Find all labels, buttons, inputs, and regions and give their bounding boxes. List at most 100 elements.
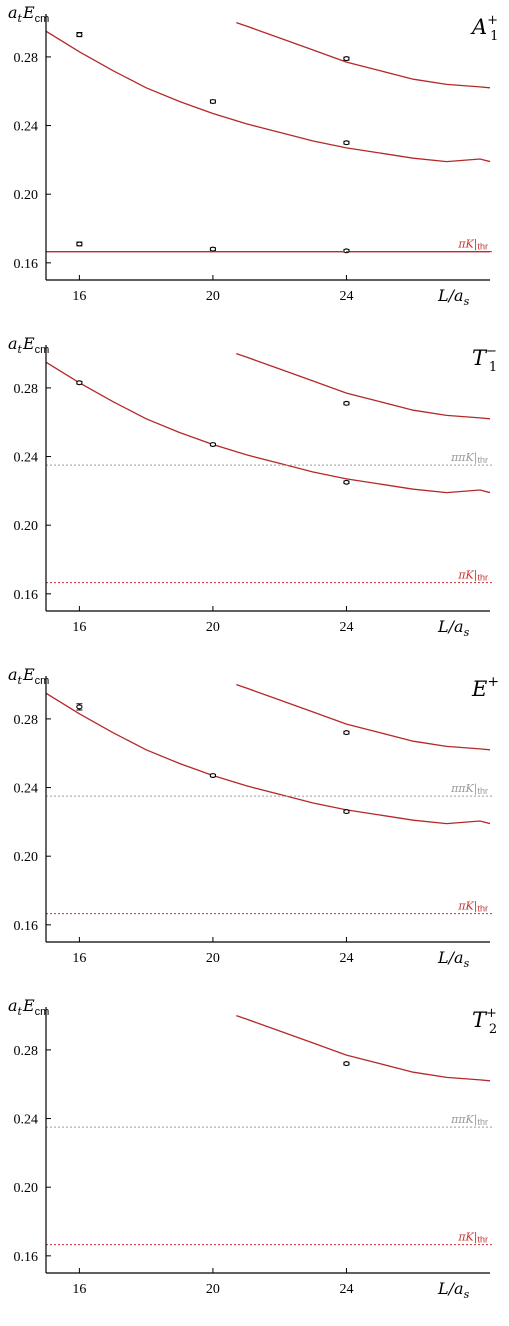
xlabel-sub: s [464,626,470,639]
threshold-label-1: πK|thr [457,569,488,583]
data-point-4 [343,56,350,62]
y-tick-label-2: 0.20 [14,1181,39,1196]
threshold-label-sub: thr [477,573,488,583]
x-tick-label-0: 16 [72,951,86,966]
ylabel-sub-t: t [18,674,23,687]
x-tick-label-0: 16 [72,620,86,635]
y-axis-label: atEcm [8,334,49,356]
irrep-sup: + [487,674,499,690]
xlabel-main: L/a [437,948,464,967]
data-point-3 [209,246,217,252]
threshold-label-1: πK|thr [457,1231,488,1245]
data-point-0 [76,704,83,710]
irrep-sup: + [487,13,498,28]
y-tick-label-3: 0.16 [14,919,39,934]
data-point-0 [76,380,83,386]
threshold-label-bar: | [474,1231,478,1245]
xlabel-main: L/a [437,1279,464,1298]
threshold-label-main: πK [457,238,474,251]
threshold-label-sub: thr [477,1117,488,1127]
irrep-base: E [471,677,487,701]
x-tick-label-2: 24 [339,620,353,635]
data-point-2 [343,730,350,736]
irrep-sub: 2 [489,1022,497,1037]
ylabel-sub-t: t [18,1005,23,1018]
y-tick-label-1: 0.24 [14,120,39,135]
ylabel-E: E [22,996,35,1015]
x-tick-label-2: 24 [339,289,353,304]
xlabel-sub: s [464,1288,470,1301]
ylabel-E: E [22,665,35,684]
irrep-sub: 1 [490,29,498,44]
plot-area [46,352,490,494]
x-axis-label: L/as [437,617,470,639]
irrep-sup: + [486,1006,497,1021]
irrep-base: T [472,346,488,370]
y-tick-label-0: 0.28 [14,1044,39,1059]
xlabel-main: L/a [437,617,464,636]
ylabel-a: a [8,665,18,684]
threshold-label-0: ππK|thr [450,451,488,465]
data-point-2 [343,400,350,406]
data-point-3 [343,809,350,815]
plot-area [46,21,490,254]
xlabel-main: L/a [437,286,464,305]
irrep-label: A+ 1 [470,13,498,44]
x-tick-label-0: 16 [72,1282,86,1297]
threshold-label-sub: thr [477,1235,488,1245]
ylabel-sub-cm: cm [35,344,50,356]
curve-1 [236,352,490,420]
x-axis-label: L/as [437,1279,470,1301]
y-tick-label-0: 0.28 [14,51,39,66]
curve-0 [46,361,490,494]
data-point-1 [76,241,83,247]
threshold-label-1: πK|thr [457,900,488,914]
threshold-label-main: ππK [450,451,474,464]
y-tick-label-2: 0.20 [14,850,39,865]
curve-1 [236,683,490,751]
threshold-label-main: πK [457,1231,474,1244]
irrep-label: E+ [471,674,499,701]
data-point-5 [343,140,350,146]
data-point-0 [76,32,83,38]
y-tick-label-2: 0.20 [14,188,39,203]
ylabel-sub-cm: cm [35,675,50,687]
threshold-label-sub: thr [477,786,488,796]
y-tick-label-1: 0.24 [14,1113,39,1128]
y-tick-label-3: 0.16 [14,1250,39,1265]
data-point-1 [209,442,217,447]
curve-0 [46,692,490,825]
irrep-base: T [472,1008,488,1032]
irrep-sub: 1 [489,360,497,375]
ylabel-sub-t: t [18,343,23,356]
ylabel-sub-cm: cm [35,1006,50,1018]
threshold-label-bar: | [474,900,478,914]
x-tick-label-2: 24 [339,951,353,966]
ylabel-a: a [8,3,18,22]
curve-0 [46,30,490,163]
ylabel-sub-t: t [18,12,23,25]
y-tick-label-1: 0.24 [14,782,39,797]
y-axis-label: atEcm [8,665,49,687]
plot-area [236,1014,490,1082]
xlabel-sub: s [464,295,470,308]
threshold-label-0: πK|thr [457,238,488,252]
y-tick-label-0: 0.28 [14,382,39,397]
y-tick-label-2: 0.20 [14,519,39,534]
xlabel-sub: s [464,957,470,970]
x-tick-label-1: 20 [206,289,220,304]
threshold-label-bar: | [474,451,478,465]
threshold-label-main: πK [457,900,474,913]
y-axis-label: atEcm [8,3,49,25]
threshold-label-main: ππK [450,782,474,795]
threshold-label-bar: | [474,569,478,583]
y-tick-label-3: 0.16 [14,257,39,272]
ylabel-a: a [8,996,18,1015]
threshold-label-sub: thr [477,904,488,914]
y-tick-label-1: 0.24 [14,451,39,466]
ylabel-sub-cm: cm [35,13,50,25]
